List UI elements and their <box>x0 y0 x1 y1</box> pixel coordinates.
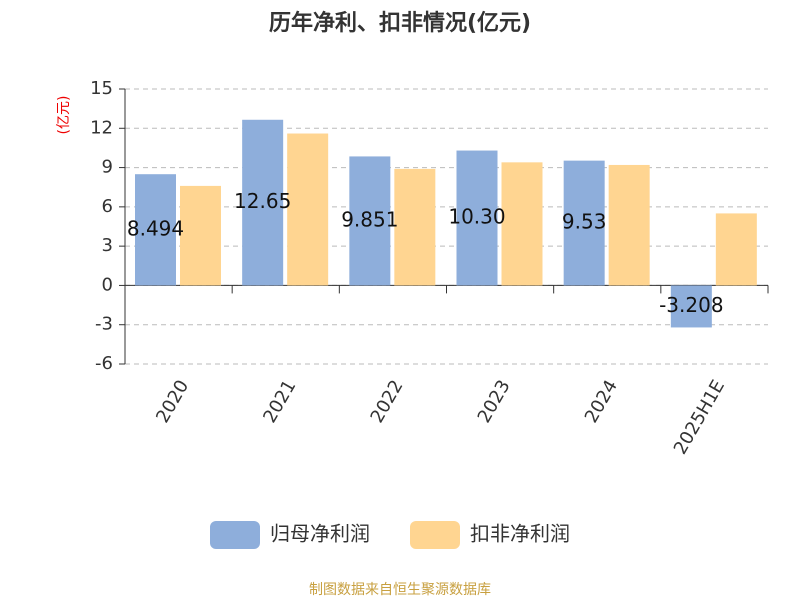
value-label: -3.208 <box>659 293 723 317</box>
bar <box>242 119 284 286</box>
value-label: 12.65 <box>234 189 291 213</box>
source-note: 制图数据来自恒生聚源数据库 <box>309 582 491 598</box>
bar <box>180 185 221 286</box>
y-tick-label: 6 <box>102 196 113 217</box>
legend-label: 归母净利润 <box>270 522 370 546</box>
x-tick-label: 2022 <box>366 377 407 427</box>
value-label: 10.30 <box>448 204 505 228</box>
y-tick-label: -3 <box>95 314 113 335</box>
x-tick-label: 2025H1E <box>670 377 729 459</box>
value-label: 9.53 <box>562 210 607 234</box>
y-tick-label: 12 <box>90 117 113 138</box>
bar <box>394 168 436 286</box>
legend-label: 扣非净利润 <box>470 522 570 546</box>
legend-swatch <box>210 521 260 549</box>
x-tick-label: 2023 <box>474 377 515 427</box>
bar <box>135 174 176 286</box>
y-tick-label: 3 <box>102 235 113 256</box>
y-tick-label: 9 <box>102 157 113 178</box>
legend-swatch <box>410 521 460 549</box>
value-label: 8.494 <box>127 216 184 240</box>
y-tick-label: 0 <box>102 274 113 295</box>
bar <box>349 156 391 286</box>
bar <box>456 150 498 286</box>
bar <box>501 162 543 286</box>
bar <box>287 133 329 286</box>
y-axis-label: (亿元) <box>56 96 72 135</box>
value-label: 9.851 <box>341 207 398 231</box>
y-tick-label: -6 <box>95 353 113 374</box>
bar <box>563 160 605 286</box>
x-tick-label: 2024 <box>581 377 622 427</box>
x-tick-label: 2021 <box>259 377 300 427</box>
bar <box>715 213 757 286</box>
bar <box>608 164 650 286</box>
chart-title: 历年净利、扣非情况(亿元) <box>269 10 531 36</box>
bar <box>670 285 712 328</box>
y-tick-label: 15 <box>90 78 113 99</box>
x-tick-label: 2020 <box>152 377 193 427</box>
